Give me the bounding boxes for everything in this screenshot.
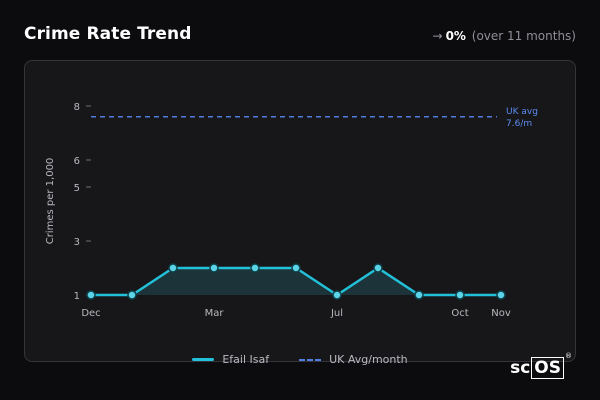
legend-item-series[interactable]: Efail Isaf [192,353,269,366]
logo-text: sc [510,358,531,378]
data-point [496,290,506,300]
logo-boxed-text: OS [531,357,564,379]
chart-title: Crime Rate Trend [24,24,192,44]
data-point [373,263,383,273]
legend-dashed-swatch [299,358,322,361]
y-tick-label: 8 [74,102,80,113]
y-tick-label: 3 [74,237,80,248]
x-tick-label: Jul [330,308,343,319]
data-point [455,290,465,300]
data-point [291,263,301,273]
x-tick-label: Dec [81,308,100,319]
reference-annotation-line2: 7.6/m [506,119,532,129]
data-point [209,263,219,273]
trend-value: 0% [445,29,466,43]
logo-registered-mark: ® [565,352,572,361]
trend-period: (over 11 months) [471,29,576,43]
brand-logo: sc OS® [510,352,572,379]
trend-summary: → 0% (over 11 months) [433,29,577,43]
series-area [91,268,501,295]
data-point [127,290,137,300]
data-point [168,263,178,273]
data-point [414,290,424,300]
data-point [250,263,260,273]
chart-legend: Efail Isaf UK Avg/month [0,353,600,366]
data-point [332,290,342,300]
legend-reference-label: UK Avg/month [329,353,408,366]
legend-solid-swatch [192,358,215,361]
y-tick-label: 1 [74,291,80,302]
chart-card [24,60,576,362]
trend-arrow-icon: → [432,29,443,43]
x-tick-label: Nov [491,308,511,319]
data-point [86,290,96,300]
y-axis-title: Crimes per 1,000 [45,158,56,245]
y-tick-label: 5 [74,183,80,194]
y-tick-label: 6 [74,156,80,167]
legend-series-label: Efail Isaf [222,353,270,366]
x-tick-label: Oct [451,308,468,319]
reference-annotation-line1: UK avg [506,107,538,117]
x-tick-label: Mar [205,308,225,319]
legend-item-reference[interactable]: UK Avg/month [299,353,408,366]
